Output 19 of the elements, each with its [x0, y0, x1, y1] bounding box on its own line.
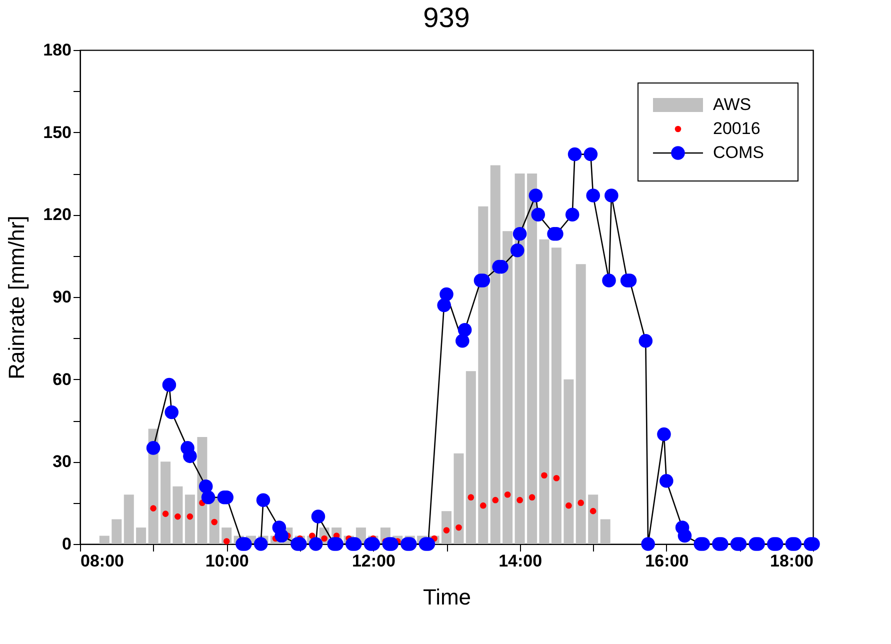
y-tick-label: 60 — [52, 370, 72, 389]
legend-label: 20016 — [713, 119, 760, 138]
y-tick-label: 120 — [43, 205, 72, 224]
y-tick-label: 30 — [52, 452, 72, 472]
x-tick-label: 16:00 — [645, 552, 689, 570]
x-axis-title: Time — [422, 584, 472, 610]
x-tick-label: 12:00 — [352, 552, 396, 570]
y-tick-label: 150 — [43, 122, 72, 142]
chart-title: 939 — [423, 2, 470, 33]
y-tick-label: 0 — [62, 534, 72, 554]
y-axis-title: Rainrate [mm/hr] — [4, 216, 30, 380]
y-tick-label: 180 — [43, 40, 72, 60]
y-tick-label: 90 — [52, 288, 72, 306]
legend-label: COMS — [713, 143, 764, 162]
legend-label: AWS — [713, 95, 752, 114]
x-tick-label: 08:00 — [80, 552, 124, 570]
x-tick-label: 10:00 — [205, 552, 249, 570]
x-tick-label: 18:00 — [770, 552, 814, 570]
x-tick-label: 14:00 — [498, 552, 542, 570]
